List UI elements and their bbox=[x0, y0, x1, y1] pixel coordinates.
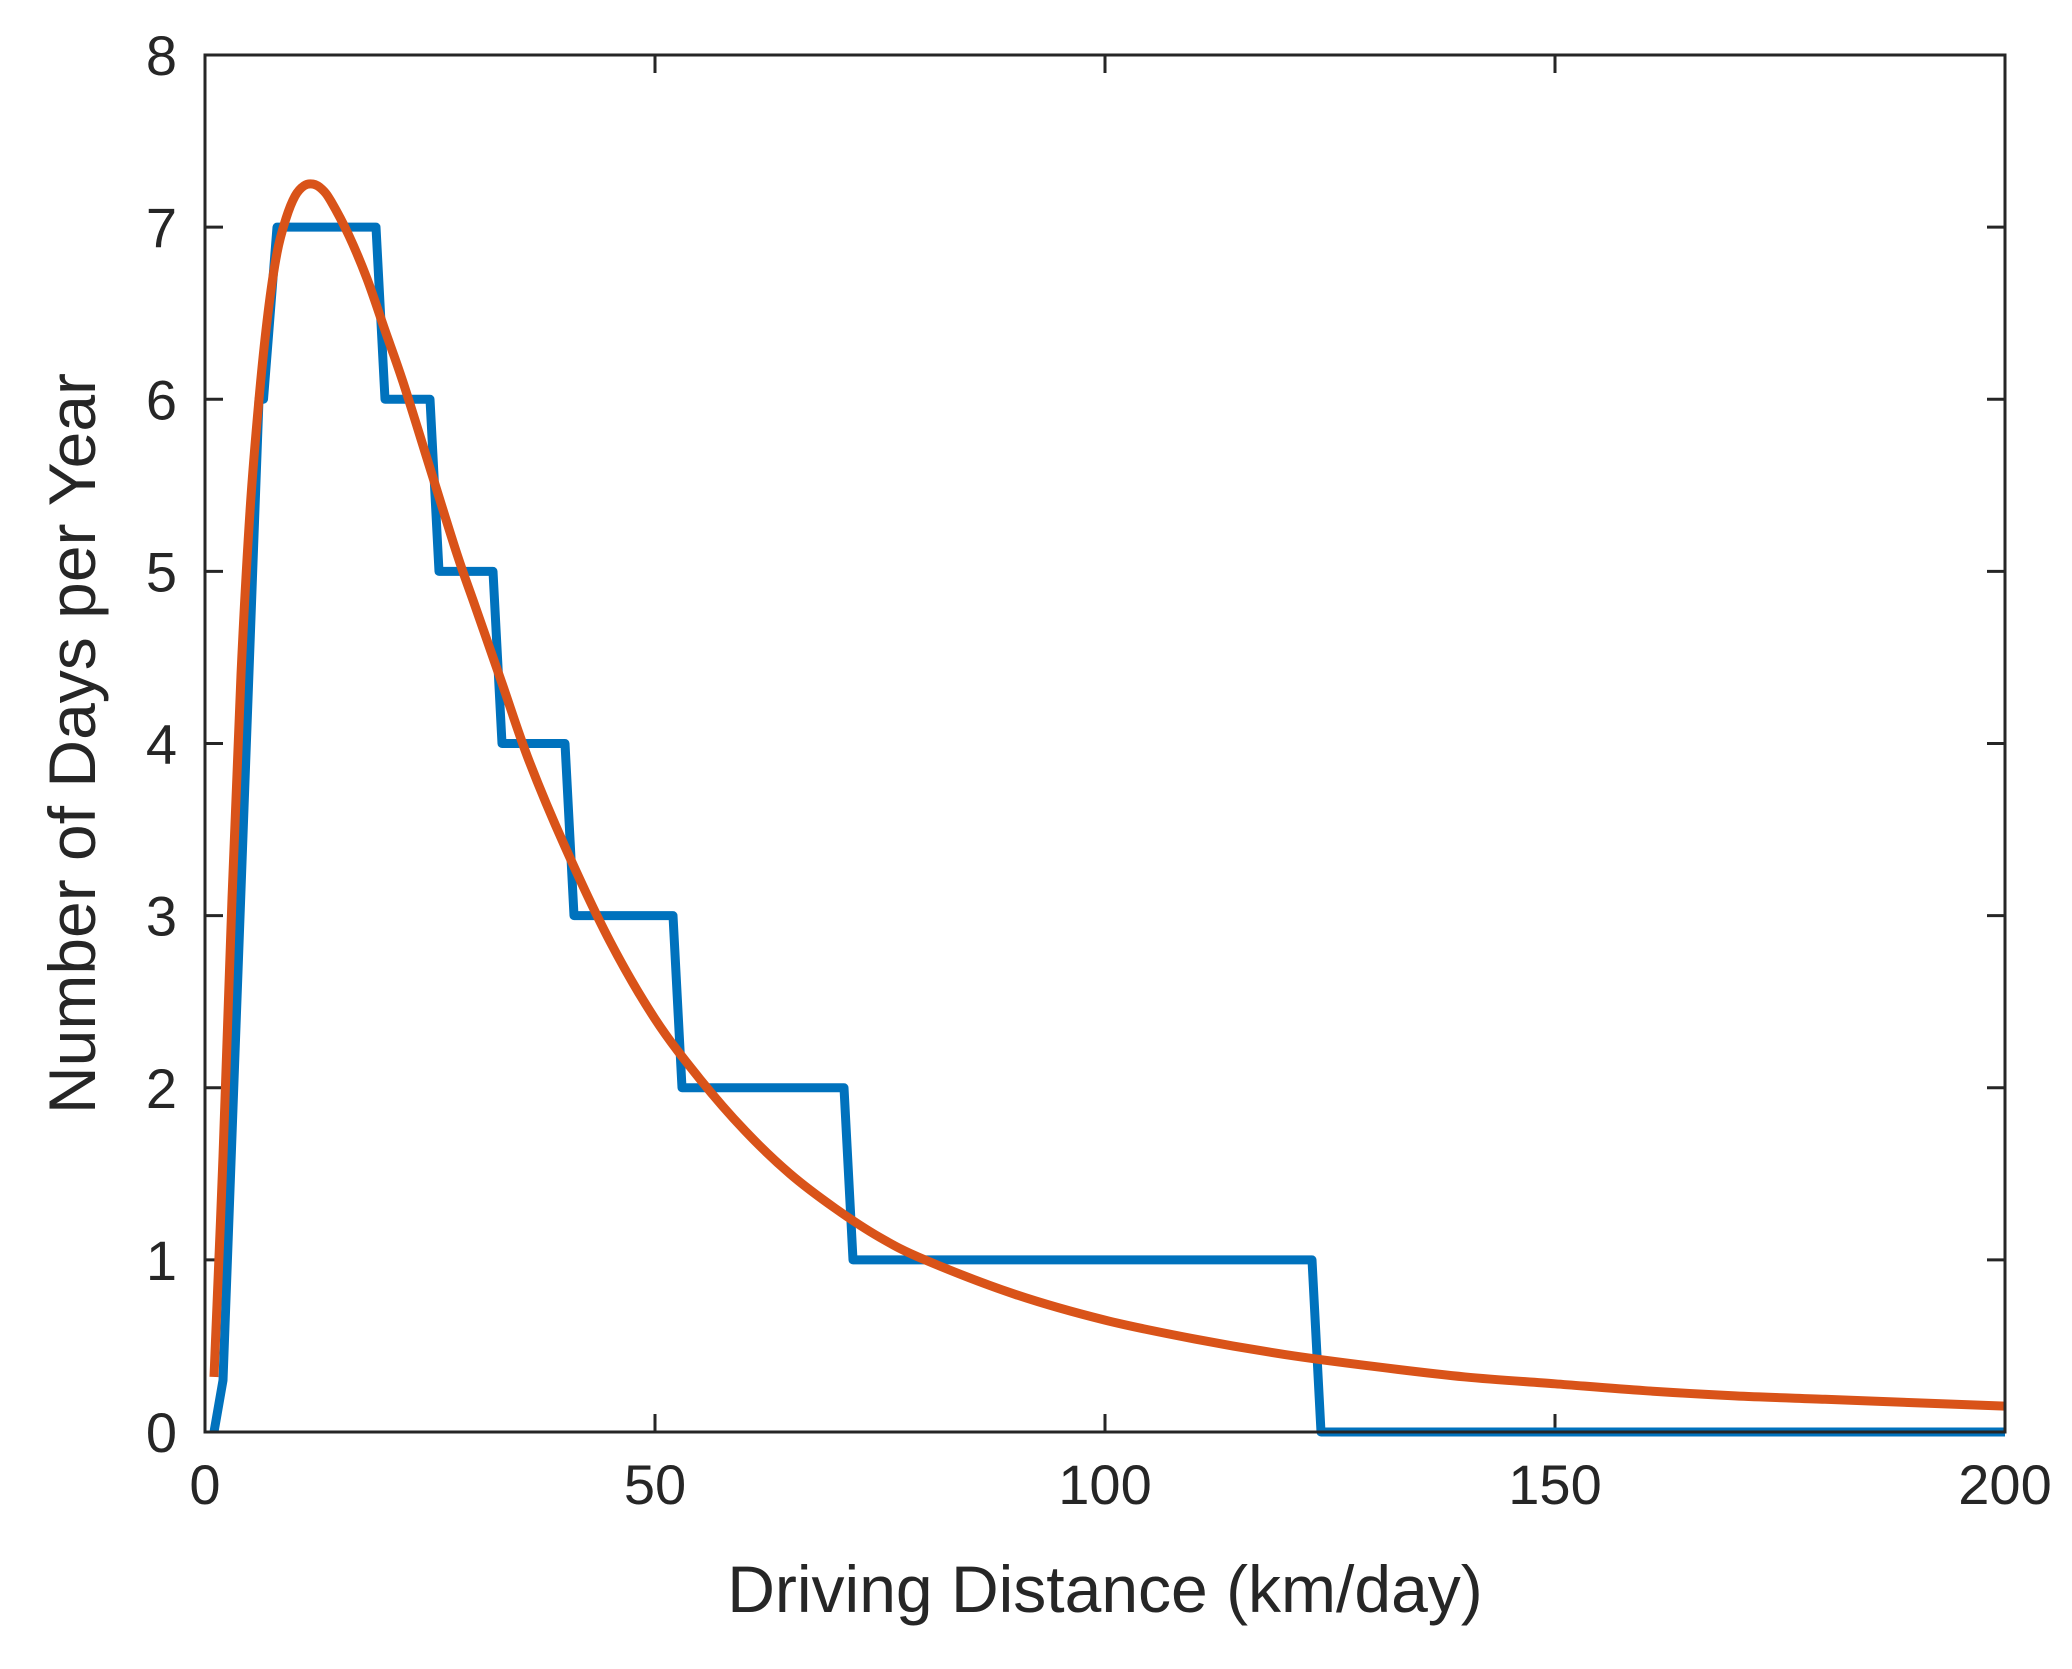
y-tick-label: 6 bbox=[146, 368, 177, 431]
y-tick-label: 4 bbox=[146, 713, 177, 776]
x-tick-label: 0 bbox=[189, 1453, 220, 1516]
x-tick-label: 150 bbox=[1508, 1453, 1601, 1516]
x-axis-label: Driving Distance (km/day) bbox=[727, 1552, 1483, 1626]
y-tick-label: 3 bbox=[146, 885, 177, 948]
y-tick-label: 0 bbox=[146, 1401, 177, 1464]
x-tick-label: 50 bbox=[624, 1453, 686, 1516]
fitted-curve-series bbox=[209, 179, 2006, 1411]
plot-lines bbox=[209, 179, 2006, 1437]
y-tick-label: 5 bbox=[146, 540, 177, 603]
tick-labels: 0 50 100 150 200 0 1 2 3 4 5 6 7 8 bbox=[146, 24, 2052, 1516]
x-tick-label: 100 bbox=[1058, 1453, 1151, 1516]
y-axis-label: Number of Days per Year bbox=[35, 373, 109, 1114]
y-tick-label: 2 bbox=[146, 1057, 177, 1120]
y-tick-label: 8 bbox=[146, 24, 177, 87]
y-tick-label: 7 bbox=[146, 196, 177, 259]
y-tick-label: 1 bbox=[146, 1229, 177, 1292]
axes-box bbox=[203, 53, 2007, 1434]
x-tick-label: 200 bbox=[1958, 1453, 2051, 1516]
